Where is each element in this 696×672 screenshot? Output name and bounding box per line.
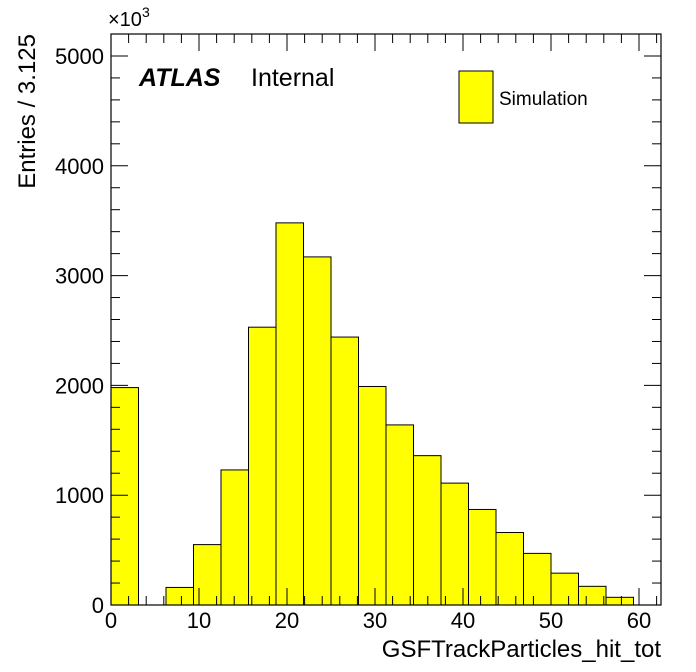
y-tick-labels: 0 1000 2000 3000 4000 5000 — [55, 44, 104, 618]
y-tick-label: 5000 — [55, 44, 104, 69]
x-tick-label: 60 — [627, 608, 651, 633]
x-tick-label: 40 — [451, 608, 475, 633]
atlas-label: ATLAS — [138, 64, 221, 92]
x-tick-label: 0 — [105, 608, 117, 633]
y-multiplier: ×103 — [108, 4, 150, 31]
x-tick-label: 30 — [363, 608, 387, 633]
legend-swatch — [458, 70, 494, 124]
histogram-bar — [110, 387, 139, 606]
x-axis-title: GSFTrackParticles_hit_tot — [382, 636, 662, 663]
histogram-bar — [303, 256, 332, 606]
histogram-bar — [330, 336, 359, 606]
histogram-bar — [523, 552, 552, 606]
histogram-bar — [413, 455, 442, 606]
histogram-bar — [165, 586, 194, 606]
x-tick-label: 20 — [275, 608, 299, 633]
legend-label: Simulation — [499, 89, 588, 110]
histogram-bar — [193, 544, 222, 606]
histogram-bar — [550, 572, 579, 606]
histogram-bars — [110, 222, 634, 606]
y-tick-label: 4000 — [55, 154, 104, 179]
histogram-bar — [358, 385, 387, 606]
y-tick-label: 3000 — [55, 264, 104, 289]
histogram-bar — [605, 596, 634, 606]
histogram-bar — [385, 424, 414, 606]
y-tick-label: 2000 — [55, 373, 104, 398]
histogram-bar — [468, 508, 497, 606]
histogram-bar — [440, 482, 469, 606]
x-tick-label: 10 — [187, 608, 211, 633]
internal-label: Internal — [251, 64, 334, 92]
x-tick-labels: 0 10 20 30 40 50 60 — [105, 608, 651, 633]
y-tick-label: 0 — [92, 593, 104, 618]
y-tick-label: 1000 — [55, 483, 104, 508]
histogram-bar — [220, 469, 249, 606]
axis-ticks — [110, 33, 661, 606]
histogram-bar — [578, 585, 607, 606]
y-axis-title: Entries / 3.125 — [14, 34, 41, 189]
histogram-bar — [495, 532, 524, 606]
histogram-bar — [275, 222, 304, 606]
histogram-bar — [248, 326, 277, 606]
x-tick-label: 50 — [539, 608, 563, 633]
